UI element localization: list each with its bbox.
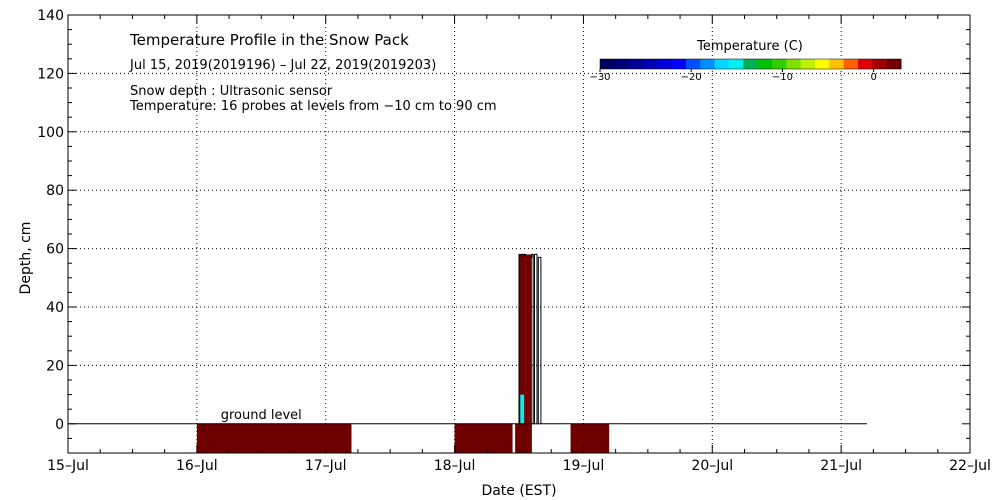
temperature-blocks bbox=[196, 254, 610, 453]
x-tick-label: 22–Jul bbox=[949, 458, 991, 474]
colorbar-swatch bbox=[772, 59, 787, 69]
colorbar-swatch bbox=[700, 59, 716, 69]
colorbar-swatch bbox=[858, 59, 873, 69]
colorbar-title: Temperature (C) bbox=[696, 39, 803, 54]
x-tick-label: 21–Jul bbox=[820, 458, 862, 474]
colorbar-swatch bbox=[800, 59, 816, 69]
colorbar-swatch bbox=[643, 59, 658, 69]
colorbar: −30 −20 −10 0 bbox=[589, 58, 902, 83]
temperature-block bbox=[525, 254, 532, 424]
x-tick-label: 15–Jul bbox=[47, 458, 89, 474]
colorbar-swatch bbox=[786, 59, 802, 69]
colorbar-tick-label: −20 bbox=[681, 72, 702, 83]
colorbar-swatch bbox=[729, 59, 744, 69]
colorbar-swatch bbox=[872, 59, 888, 69]
y-tick-label: 40 bbox=[46, 300, 64, 316]
y-tick-label: 20 bbox=[46, 358, 64, 374]
temperature-block bbox=[454, 423, 513, 453]
note-temperature: Temperature: 16 probes at levels from −1… bbox=[129, 99, 497, 114]
temperature-block bbox=[196, 423, 352, 453]
ground-level-line-group: ground level bbox=[68, 408, 867, 425]
y-tick-label: 120 bbox=[37, 66, 64, 82]
y-axis-label: Depth, cm bbox=[18, 222, 34, 295]
colorbar-swatch bbox=[614, 59, 630, 69]
axis-ticks: 15–Jul 16–Jul 17–Jul 18–Jul 19–Jul 20–Jul 21–J… bbox=[37, 8, 991, 474]
y-tick-label: 60 bbox=[46, 242, 64, 258]
colorbar-swatch bbox=[671, 59, 687, 69]
y-tick-label: 0 bbox=[55, 417, 64, 433]
colorbar-tick-label: −30 bbox=[589, 72, 610, 83]
chart-subtitle: Jul 15, 2019(2019196) – Jul 22, 2019(201… bbox=[129, 58, 436, 73]
colorbar-swatch bbox=[843, 59, 859, 69]
x-tick-label: 17–Jul bbox=[305, 458, 347, 474]
x-tick-label: 20–Jul bbox=[691, 458, 733, 474]
colorbar-frame bbox=[599, 58, 902, 70]
x-tick-label: 16–Jul bbox=[176, 458, 218, 474]
colorbar-swatch bbox=[714, 59, 730, 69]
ground-level-label: ground level bbox=[221, 408, 302, 423]
temperature-block bbox=[570, 423, 610, 453]
x-tick-label: 18–Jul bbox=[434, 458, 476, 474]
colorbar-swatch bbox=[657, 59, 673, 69]
colorbar-tick-label: 0 bbox=[870, 72, 876, 83]
colorbar-swatch bbox=[743, 59, 759, 69]
y-tick-label: 140 bbox=[37, 8, 64, 24]
temperature-block bbox=[515, 423, 532, 453]
colorbar-swatch bbox=[829, 59, 845, 69]
note-snow-depth: Snow depth : Ultrasonic sensor bbox=[130, 84, 333, 99]
y-tick-label: 80 bbox=[46, 183, 64, 199]
colorbar-swatch bbox=[628, 59, 644, 69]
colorbar-swatch bbox=[757, 59, 773, 69]
temperature-block bbox=[520, 394, 525, 424]
colorbar-swatch bbox=[686, 59, 701, 69]
colorbar-tick-label: −10 bbox=[772, 72, 793, 83]
x-axis-label: Date (EST) bbox=[481, 483, 556, 499]
colorbar-swatch bbox=[600, 59, 615, 69]
y-tick-label: 100 bbox=[37, 125, 64, 141]
colorbar-swatch bbox=[815, 59, 830, 69]
x-tick-label: 19–Jul bbox=[563, 458, 605, 474]
temperature-block bbox=[519, 254, 526, 424]
colorbar-swatch bbox=[886, 59, 902, 69]
chart-title: Temperature Profile in the Snow Pack bbox=[129, 31, 409, 49]
